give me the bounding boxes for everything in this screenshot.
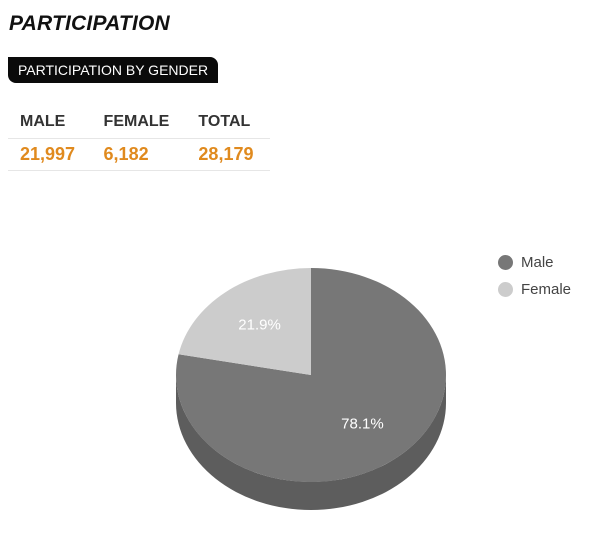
- pie-side-male: [176, 375, 446, 510]
- chart-legend: Male Female: [498, 253, 571, 307]
- participation-table: MALE FEMALE TOTAL 21,997 6,182 28,179: [8, 105, 270, 171]
- table-row: 21,997 6,182 28,179: [8, 138, 270, 171]
- value-male: 21,997: [8, 138, 92, 171]
- pie-slice-female: [178, 267, 311, 375]
- page-title: PARTICIPATION: [9, 12, 170, 35]
- pie-label-male: 78.1%: [341, 416, 384, 433]
- legend-swatch-male: [498, 254, 513, 270]
- legend-label-male: Male: [521, 253, 554, 271]
- legend-swatch-female: [498, 281, 513, 297]
- legend-item-female[interactable]: Female: [498, 280, 571, 298]
- pie-label-female: 21.9%: [238, 316, 281, 333]
- legend-label-female: Female: [521, 280, 572, 298]
- legend-item-male[interactable]: Male: [498, 253, 571, 271]
- header-total: TOTAL: [186, 105, 270, 139]
- header-female: FEMALE: [91, 105, 187, 139]
- value-female: 6,182: [91, 138, 187, 171]
- section-badge: PARTICIPATION BY GENDER: [8, 57, 219, 83]
- header-male: MALE: [8, 105, 92, 139]
- value-total: 28,179: [186, 138, 270, 171]
- table-header-row: MALE FEMALE TOTAL: [8, 105, 270, 139]
